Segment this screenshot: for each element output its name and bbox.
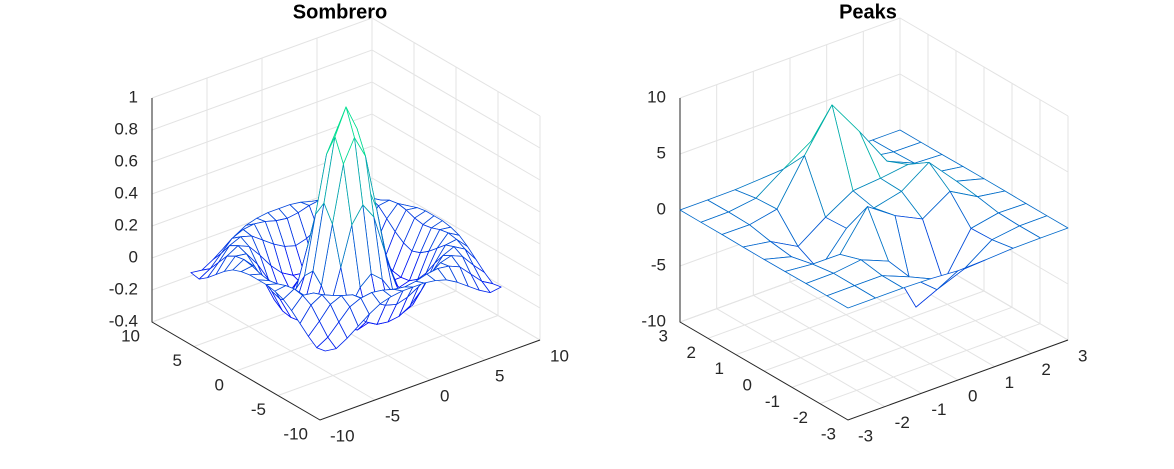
x-tick-label: 5 [495,366,504,385]
grid-line [151,145,541,245]
y-tick-label: -5 [251,400,266,419]
z-tick-label: -0.4 [109,311,138,330]
x-tick-label: -2 [895,413,910,432]
x-tick-label: 1 [1005,373,1014,392]
x-tick-label: -3 [858,426,873,445]
x-tick-label: 0 [968,386,977,405]
y-tick-label: 3 [659,326,668,345]
x-tick-label: 3 [1078,346,1087,365]
grid-line [151,49,541,149]
y-tick-label: 2 [687,343,696,362]
z-tick-label: 0.2 [114,215,138,234]
z-tick-label: -10 [641,311,666,330]
grid-line [679,73,1069,173]
y-tick-label: 1 [715,359,724,378]
z-tick-label: 0.8 [114,119,138,138]
axis-line [151,98,541,421]
grid-line [151,81,541,181]
grid-line [151,113,541,213]
grid-line [679,17,1069,117]
z-tick-label: 5 [657,143,666,162]
y-tick-label: 0 [215,375,224,394]
x-tick-label: -5 [385,406,400,425]
z-tick-label: -0.2 [109,279,138,298]
x-tick-label: 0 [440,386,449,405]
y-tick-label: -2 [793,408,808,427]
x-tick-label: 2 [1041,360,1050,379]
z-tick-label: 1 [129,87,138,106]
y-tick-label: -1 [765,392,780,411]
z-tick-label: 0.4 [114,183,138,202]
z-tick-label: 0 [657,199,666,218]
y-tick-label: -3 [821,424,836,443]
z-tick-label: 10 [647,87,666,106]
mesh-cell [826,285,876,309]
grid-line [151,17,541,117]
y-tick-label: 10 [121,326,140,345]
chart-title: Sombrero [293,1,387,23]
mesh-surface [679,104,1069,309]
x-tick-label: -1 [931,400,946,419]
y-tick-label: 5 [173,351,182,370]
mesh-cell [334,106,355,165]
x-tick-label: 10 [550,346,569,365]
y-tick-label: -10 [283,424,308,443]
mesh-surface [190,106,502,352]
grid-line [151,177,541,277]
z-tick-label: -5 [651,255,666,274]
z-tick-label: 0 [129,247,138,266]
z-tick-label: 0.6 [114,151,138,170]
x-tick-label: -10 [330,426,355,445]
axes-panel: Sombrero-10-50510-10-50510-0.4-0.200.20.… [109,1,569,445]
mesh-cell [316,336,337,352]
y-tick-label: 0 [743,375,752,394]
chart-title: Peaks [839,1,897,23]
